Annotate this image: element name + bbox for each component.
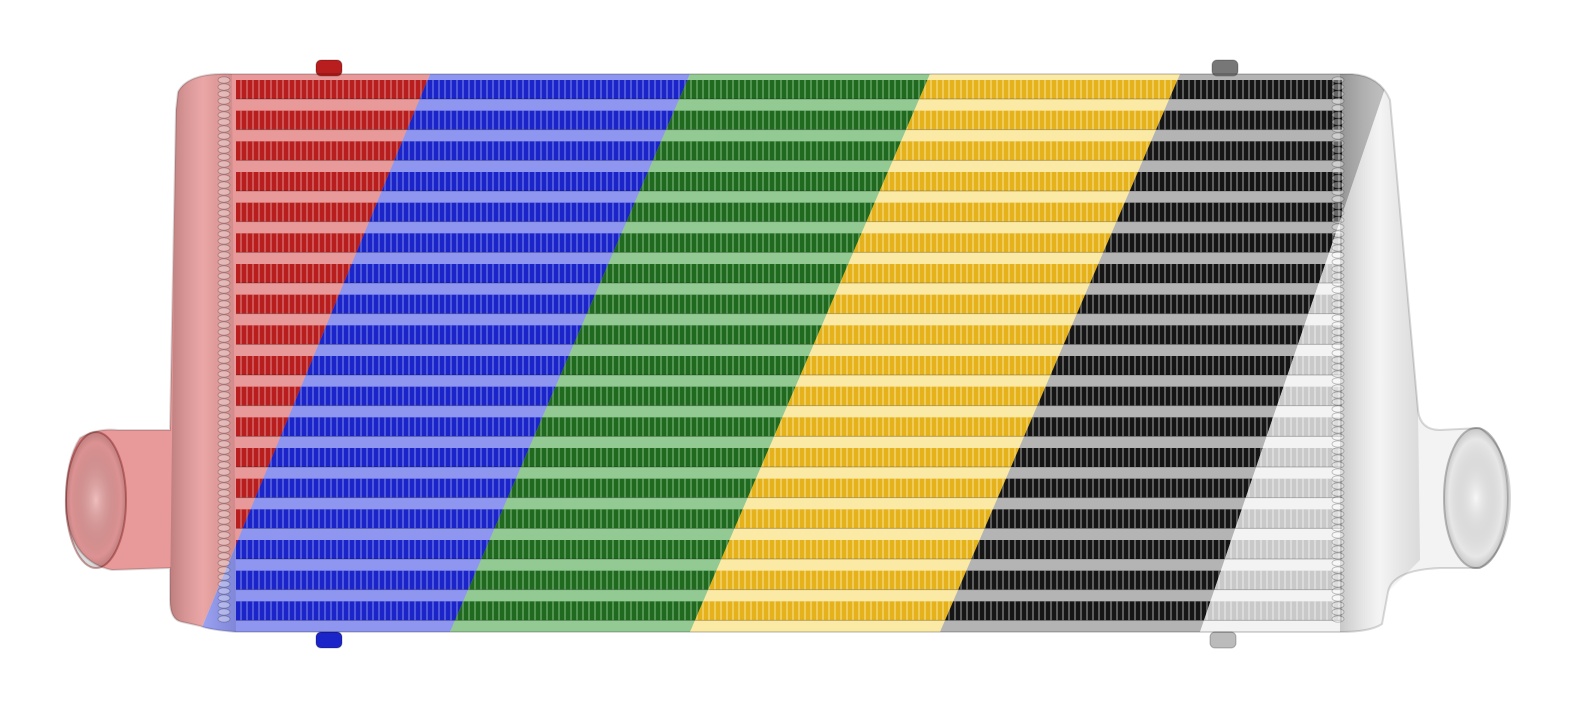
right-pipe-outlet: [1443, 427, 1509, 569]
right-tank-shade: [1340, 74, 1420, 632]
body-outline: [64, 72, 1512, 633]
mount-tab-top-right: [1211, 59, 1239, 77]
mount-tab-bottom-right: [1209, 631, 1237, 649]
detail-layer: [64, 59, 1512, 649]
left-tank-shade: [170, 73, 236, 633]
left-pipe-outlet: [65, 431, 127, 569]
right-weld-seam: [1331, 76, 1345, 623]
core-fins-layer: [236, 80, 1342, 630]
mount-tab-top-left: [315, 59, 343, 77]
left-weld-seam: [217, 76, 231, 623]
mount-tab-bottom-left: [315, 631, 343, 649]
